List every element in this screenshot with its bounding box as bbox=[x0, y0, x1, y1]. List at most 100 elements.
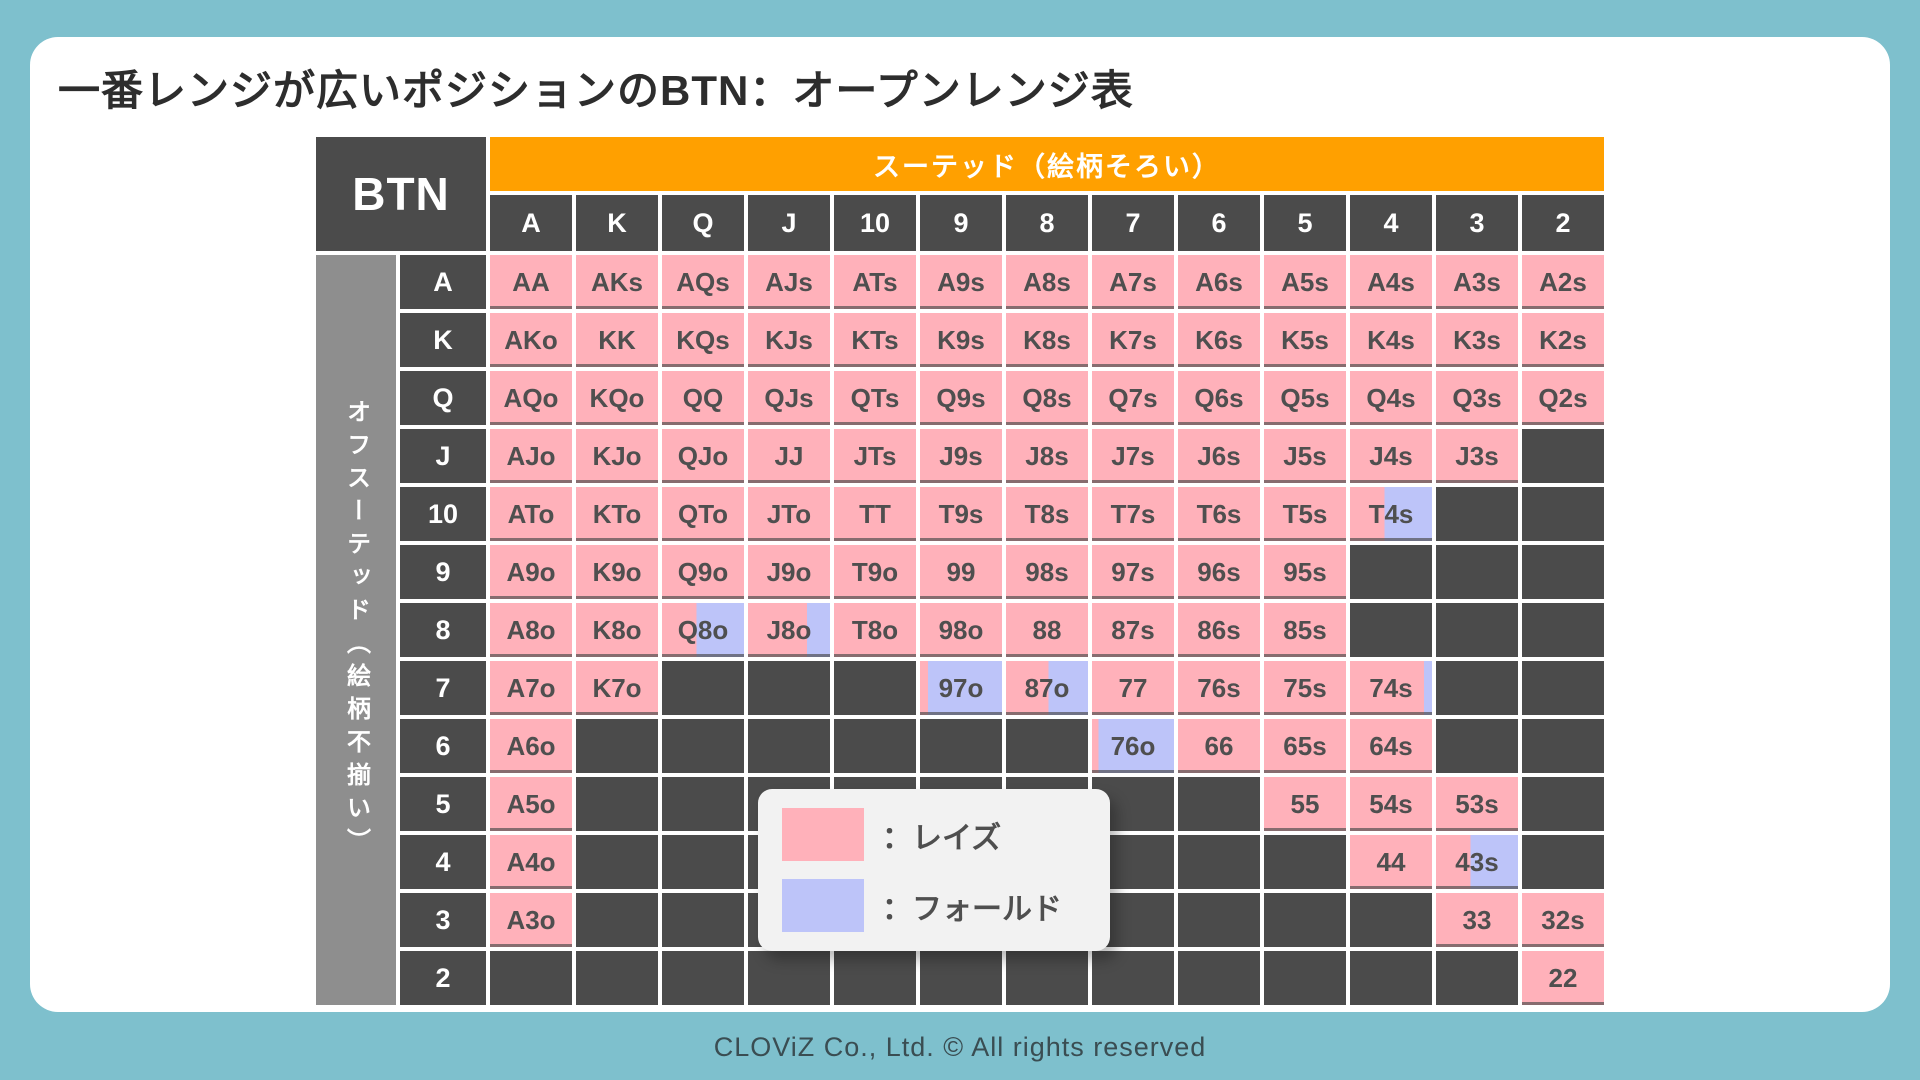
row-header: 4 bbox=[400, 835, 486, 889]
hand-cell bbox=[662, 661, 744, 715]
hand-cell bbox=[1436, 603, 1518, 657]
hand-cell: A4o bbox=[490, 835, 572, 889]
row-header: 6 bbox=[400, 719, 486, 773]
corner-position-label: BTN bbox=[316, 137, 486, 251]
hand-cell: K9o bbox=[576, 545, 658, 599]
hand-cell: 75s bbox=[1264, 661, 1346, 715]
hand-cell: Q8s bbox=[1006, 371, 1088, 425]
hand-cell: A7o bbox=[490, 661, 572, 715]
hand-cell: AKo bbox=[490, 313, 572, 367]
hand-cell: TT bbox=[834, 487, 916, 541]
hand-cell: A5s bbox=[1264, 255, 1346, 309]
hand-cell: QTo bbox=[662, 487, 744, 541]
hand-cell bbox=[576, 835, 658, 889]
hand-cell: KQo bbox=[576, 371, 658, 425]
hand-cell: T7s bbox=[1092, 487, 1174, 541]
hand-cell bbox=[920, 719, 1002, 773]
column-header: K bbox=[576, 195, 658, 251]
hand-cell: A7s bbox=[1092, 255, 1174, 309]
hand-cell bbox=[1006, 951, 1088, 1005]
hand-cell: J6s bbox=[1178, 429, 1260, 483]
hand-cell: AJs bbox=[748, 255, 830, 309]
hand-cell bbox=[748, 661, 830, 715]
hand-cell bbox=[748, 951, 830, 1005]
hand-cell: 88 bbox=[1006, 603, 1088, 657]
range-grid: BTN スーテッド（絵柄そろい） A K Q J 10 9 8 7 6 5 4 3 2 オフスーテッド（絵柄不… bbox=[316, 137, 1604, 1005]
hand-cell bbox=[1006, 719, 1088, 773]
hand-cell: K4s bbox=[1350, 313, 1432, 367]
hand-cell: KJs bbox=[748, 313, 830, 367]
row-header: 2 bbox=[400, 951, 486, 1005]
hand-cell: 64s bbox=[1350, 719, 1432, 773]
hand-cell bbox=[662, 835, 744, 889]
hand-cell: QJs bbox=[748, 371, 830, 425]
hand-cell bbox=[834, 719, 916, 773]
hand-cell bbox=[1522, 429, 1604, 483]
content-card: 一番レンジが広いポジションのBTN：オープンレンジ表 BTN スーテッド（絵柄そろ… bbox=[30, 37, 1890, 1012]
column-header: 7 bbox=[1092, 195, 1174, 251]
hand-cell: KTs bbox=[834, 313, 916, 367]
hand-cell: 87s bbox=[1092, 603, 1174, 657]
hand-cell: A8s bbox=[1006, 255, 1088, 309]
hand-cell: K3s bbox=[1436, 313, 1518, 367]
hand-cell bbox=[662, 719, 744, 773]
hand-cell: T8s bbox=[1006, 487, 1088, 541]
range-table: BTN スーテッド（絵柄そろい） A K Q J 10 9 8 7 6 5 4 3 2 オフスーテッド（絵柄不… bbox=[316, 137, 1604, 1005]
hand-cell: Q3s bbox=[1436, 371, 1518, 425]
hand-cell bbox=[662, 777, 744, 831]
hand-cell: JJ bbox=[748, 429, 830, 483]
hand-cell bbox=[1350, 545, 1432, 599]
hand-cell: 53s bbox=[1436, 777, 1518, 831]
hand-cell: J5s bbox=[1264, 429, 1346, 483]
hand-cell: QJo bbox=[662, 429, 744, 483]
hand-cell: 86s bbox=[1178, 603, 1260, 657]
legend: ：レイズ ：フォールド bbox=[758, 789, 1110, 951]
hand-cell: K5s bbox=[1264, 313, 1346, 367]
hand-cell: A6s bbox=[1178, 255, 1260, 309]
hand-cell bbox=[1264, 835, 1346, 889]
hand-cell bbox=[1264, 951, 1346, 1005]
hand-cell: 98s bbox=[1006, 545, 1088, 599]
hand-cell: K8s bbox=[1006, 313, 1088, 367]
hand-cell: AA bbox=[490, 255, 572, 309]
hand-cell: A2s bbox=[1522, 255, 1604, 309]
hand-cell: T9s bbox=[920, 487, 1002, 541]
hand-cell bbox=[1436, 661, 1518, 715]
hand-cell: A8o bbox=[490, 603, 572, 657]
hand-cell bbox=[662, 893, 744, 947]
hand-cell: KQs bbox=[662, 313, 744, 367]
hand-cell bbox=[834, 951, 916, 1005]
hand-cell: T8o bbox=[834, 603, 916, 657]
hand-cell bbox=[1178, 835, 1260, 889]
hand-cell: 77 bbox=[1092, 661, 1174, 715]
hand-cell: 99 bbox=[920, 545, 1002, 599]
column-header: 2 bbox=[1522, 195, 1604, 251]
hand-cell bbox=[1436, 719, 1518, 773]
row-header: 8 bbox=[400, 603, 486, 657]
hand-cell: 22 bbox=[1522, 951, 1604, 1005]
hand-cell bbox=[662, 951, 744, 1005]
hand-cell: 65s bbox=[1264, 719, 1346, 773]
hand-cell: Q8o bbox=[662, 603, 744, 657]
legend-label-fold: ：フォールド bbox=[882, 892, 1062, 926]
row-header: 7 bbox=[400, 661, 486, 715]
suited-header: スーテッド（絵柄そろい） bbox=[490, 137, 1604, 191]
hand-cell: Q4s bbox=[1350, 371, 1432, 425]
hand-cell: KTo bbox=[576, 487, 658, 541]
hand-cell: 97o bbox=[920, 661, 1002, 715]
column-header: 10 bbox=[834, 195, 916, 251]
column-header: 8 bbox=[1006, 195, 1088, 251]
hand-cell: AQo bbox=[490, 371, 572, 425]
legend-label-raise: ：レイズ bbox=[882, 821, 1002, 855]
hand-cell: QQ bbox=[662, 371, 744, 425]
hand-cell bbox=[1178, 893, 1260, 947]
hand-cell: A4s bbox=[1350, 255, 1432, 309]
hand-cell: K9s bbox=[920, 313, 1002, 367]
column-header: 3 bbox=[1436, 195, 1518, 251]
hand-cell: J9s bbox=[920, 429, 1002, 483]
hand-cell: 98o bbox=[920, 603, 1002, 657]
hand-cell: J9o bbox=[748, 545, 830, 599]
hand-cell: JTo bbox=[748, 487, 830, 541]
hand-cell: K6s bbox=[1178, 313, 1260, 367]
